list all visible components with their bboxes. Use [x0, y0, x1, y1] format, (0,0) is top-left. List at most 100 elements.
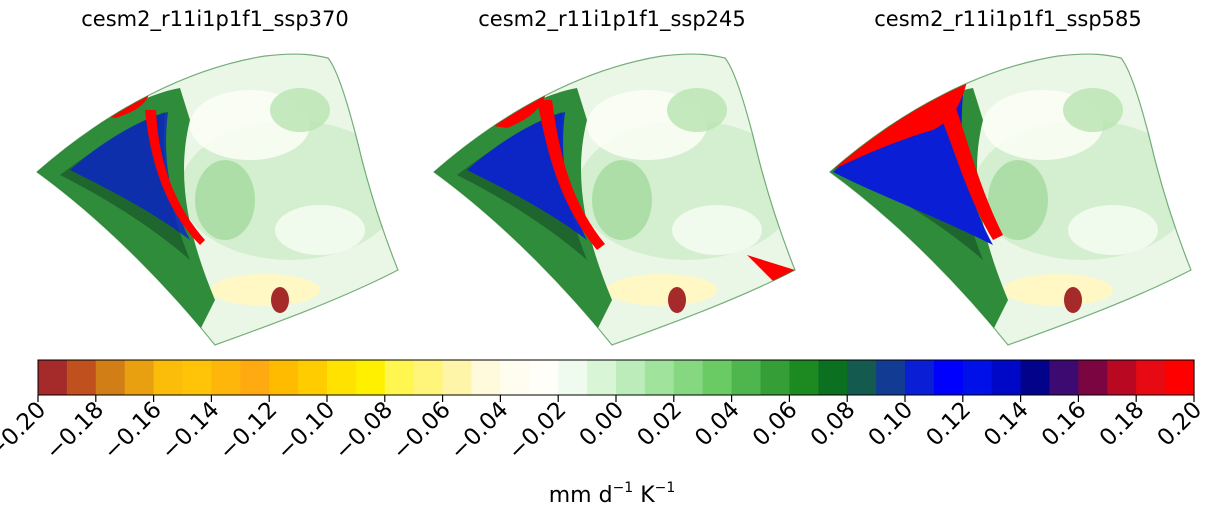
- colorbar-swatch: [182, 360, 212, 395]
- colorbar-swatch: [500, 360, 530, 395]
- unit-exp-2: −1: [655, 480, 676, 496]
- colorbar-swatch: [731, 360, 762, 395]
- yellow-region: [1003, 274, 1113, 306]
- colorbar-tick-label: −0.20: [0, 397, 51, 465]
- pale-region: [275, 205, 365, 255]
- brown-hotspot: [1064, 287, 1082, 313]
- colorbar-tick-label: −0.06: [388, 397, 456, 465]
- colorbar-swatch: [818, 360, 848, 395]
- green-patch: [195, 160, 255, 240]
- colorbar-tick-label: 0.00: [575, 397, 630, 452]
- brown-hotspot: [271, 287, 289, 313]
- colorbar-tick-label: 0.10: [864, 397, 919, 452]
- map-field: [830, 54, 1191, 345]
- colorbar-swatch: [153, 360, 184, 395]
- unit-k: K: [633, 483, 655, 508]
- map-outline: [829, 53, 1192, 346]
- colorbar-swatch: [66, 360, 97, 395]
- panel-title: cesm2_r11i1p1f1_ssp245: [478, 7, 746, 32]
- colorbar-swatch: [471, 360, 501, 395]
- colorbar: −0.20−0.18−0.16−0.14−0.12−0.10−0.08−0.06…: [0, 359, 1207, 465]
- colorbar-swatch: [240, 360, 270, 395]
- brown-hotspot: [668, 287, 686, 313]
- map-panels: cesm2_r11i1p1f1_ssp370 cesm2_r11i1p1f1_ss…: [36, 7, 1192, 346]
- colorbar-swatch: [1165, 360, 1195, 395]
- colorbar-swatch: [327, 360, 357, 395]
- red-band: [830, 78, 968, 172]
- unit-exp-1: −1: [613, 480, 634, 496]
- colorbar-swatch: [298, 360, 328, 395]
- colorbar-swatch: [587, 360, 617, 395]
- colorbar-swatch: [95, 360, 126, 395]
- colorbar-swatch: [38, 360, 68, 395]
- colorbar-ticks: −0.20−0.18−0.16−0.14−0.12−0.10−0.08−0.06…: [0, 395, 1207, 465]
- colorbar-swatch: [991, 360, 1022, 395]
- map-panel: cesm2_r11i1p1f1_ssp585: [829, 7, 1192, 346]
- colorbar-swatch: [673, 360, 704, 395]
- colorbar-tick-label: −0.14: [156, 397, 224, 465]
- colorbar-swatch: [702, 360, 733, 395]
- colorbar-tick-label: −0.04: [445, 397, 513, 465]
- colorbar-swatch: [933, 360, 964, 395]
- red-band: [145, 110, 205, 245]
- colorbar-swatch: [789, 360, 819, 395]
- colorbar-swatch: [876, 360, 906, 395]
- map-field: [37, 54, 398, 345]
- green-patch: [592, 160, 652, 240]
- colorbar-swatch: [211, 360, 241, 395]
- colorbar-tick-label: 0.20: [1153, 397, 1208, 452]
- colorbar-tick-label: 0.06: [748, 397, 803, 452]
- colorbar-tick-label: −0.10: [272, 397, 340, 465]
- red-band: [537, 100, 605, 250]
- colorbar-tick-label: −0.02: [503, 397, 571, 465]
- colorbar-swatch: [1078, 360, 1108, 395]
- colorbar-swatch: [355, 360, 386, 395]
- colorbar-swatch: [1020, 360, 1051, 395]
- colorbar-swatch: [847, 360, 877, 395]
- map-outline: [433, 53, 796, 346]
- map-panel: cesm2_r11i1p1f1_ssp370: [36, 7, 399, 346]
- colorbar-tick-label: 0.04: [690, 397, 745, 452]
- panel-title: cesm2_r11i1p1f1_ssp585: [874, 7, 1142, 32]
- colorbar-swatch: [1107, 360, 1137, 395]
- unit-mm-d: mm d: [549, 483, 613, 508]
- colorbar-tick-label: −0.18: [41, 397, 109, 465]
- colorbar-swatch: [384, 360, 415, 395]
- colorbar-swatch: [616, 360, 646, 395]
- colorbar-tick-label: 0.16: [1037, 397, 1092, 452]
- green-patch: [270, 88, 330, 132]
- green-patch: [1063, 88, 1123, 132]
- colorbar-swatch: [269, 360, 299, 395]
- colorbar-tick-label: 0.18: [1095, 397, 1150, 452]
- pale-region: [672, 205, 762, 255]
- blue-region: [70, 112, 190, 240]
- green-patch: [988, 160, 1048, 240]
- red-band: [933, 100, 1003, 240]
- colorbar-swatch: [644, 360, 675, 395]
- yellow-region: [210, 274, 320, 306]
- colorbar-tick-label: −0.16: [99, 397, 167, 465]
- colorbar-unit-label: mm d−1 K−1: [549, 480, 676, 508]
- colorbar-swatch: [760, 360, 790, 395]
- green-patch: [667, 88, 727, 132]
- panel-title: cesm2_r11i1p1f1_ssp370: [81, 7, 349, 32]
- colorbar-tick-label: −0.12: [214, 397, 282, 465]
- map-panel: cesm2_r11i1p1f1_ssp245: [433, 7, 796, 346]
- colorbar-swatch: [962, 360, 993, 395]
- colorbar-swatch: [1049, 360, 1079, 395]
- colorbar-tick-label: 0.08: [806, 397, 861, 452]
- colorbar-tick-label: 0.14: [979, 397, 1034, 452]
- colorbar-swatch: [1136, 360, 1166, 395]
- colorbar-swatch: [124, 360, 155, 395]
- yellow-region: [607, 274, 717, 306]
- colorbar-swatch: [905, 360, 935, 395]
- pale-region: [1068, 205, 1158, 255]
- colorbar-swatch: [558, 360, 588, 395]
- colorbar-swatch: [413, 360, 444, 395]
- map-outline: [36, 53, 399, 346]
- colorbar-tick-label: 0.02: [632, 397, 687, 452]
- colorbar-swatches: [38, 360, 1195, 395]
- colorbar-swatch: [529, 360, 559, 395]
- map-field: [434, 54, 795, 345]
